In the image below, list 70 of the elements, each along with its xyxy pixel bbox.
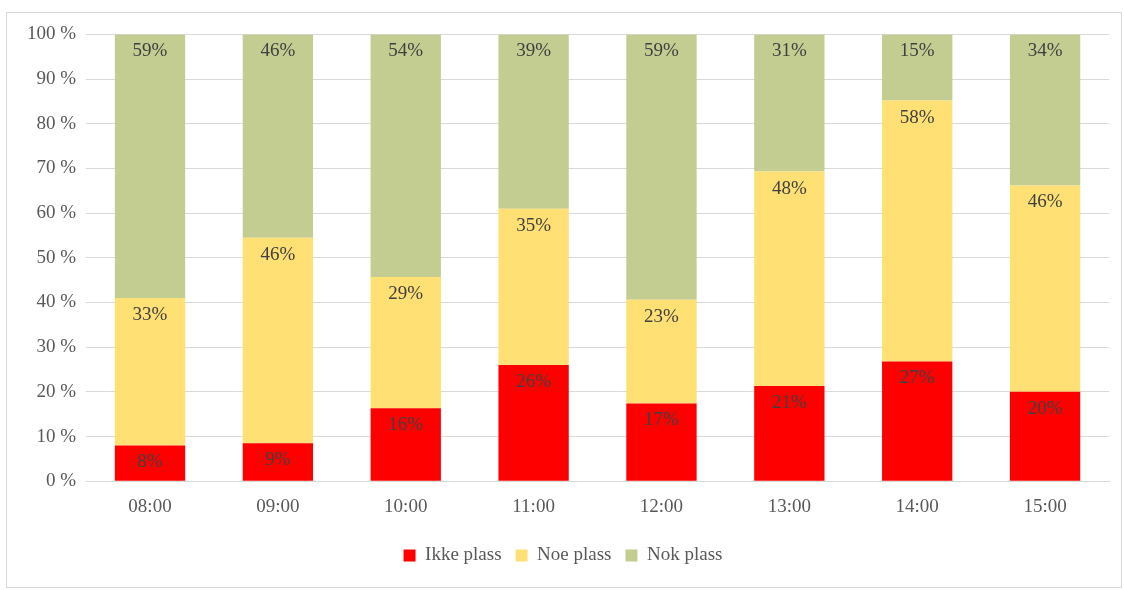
data-label: 23% <box>644 304 680 326</box>
bar <box>370 408 441 481</box>
y-tick-label: 100 % <box>27 22 77 44</box>
bar <box>370 277 441 409</box>
bar <box>754 386 825 481</box>
bar <box>498 365 569 481</box>
data-label: 15% <box>899 39 935 61</box>
bar <box>1009 391 1081 481</box>
x-tick-label: 10:00 <box>384 494 428 516</box>
x-tick-label: 15:00 <box>1023 494 1067 516</box>
data-label: 46% <box>260 39 296 61</box>
data-label: 59% <box>132 39 168 61</box>
bar <box>114 298 186 446</box>
bar <box>882 100 953 362</box>
y-tick-label: 10 % <box>36 424 77 446</box>
data-label: 29% <box>388 282 424 303</box>
data-label: 35% <box>516 213 552 235</box>
bar <box>498 34 569 209</box>
legend-label: Ikke plass <box>425 543 502 565</box>
x-tick-label: 12:00 <box>639 494 684 516</box>
data-label: 46% <box>1027 190 1063 212</box>
data-label: 17% <box>644 408 680 430</box>
bar <box>882 361 953 481</box>
data-label: 9% <box>265 448 291 470</box>
data-label: 59% <box>644 39 680 61</box>
y-tick-label: 50 % <box>36 245 77 267</box>
bar <box>370 34 441 278</box>
y-tick-label: 60 % <box>36 201 77 223</box>
data-label: 21% <box>771 391 807 413</box>
data-label: 26% <box>516 370 552 392</box>
data-label: 48% <box>771 176 807 198</box>
bar <box>498 208 569 366</box>
y-tick-label: 20 % <box>36 379 77 401</box>
data-label: 31% <box>771 39 807 61</box>
bar <box>754 34 825 172</box>
data-label: 34% <box>1027 39 1063 61</box>
data-label: 33% <box>132 303 168 324</box>
bar <box>114 445 186 481</box>
bar <box>626 299 697 404</box>
data-label: 58% <box>899 105 935 127</box>
legend-label: Noe plass <box>537 543 612 565</box>
data-label: 8% <box>137 450 163 472</box>
bar <box>626 403 697 481</box>
data-label: 27% <box>899 366 935 388</box>
data-label: 39% <box>516 39 552 61</box>
bar <box>626 34 697 300</box>
data-label: 16% <box>388 413 424 435</box>
x-tick-label: 14:00 <box>895 494 939 516</box>
x-tick-label: 08:00 <box>128 494 172 516</box>
y-tick-label: 70 % <box>36 156 77 178</box>
y-tick-label: 30 % <box>36 335 77 357</box>
bar <box>1009 185 1081 392</box>
data-label: 46% <box>260 242 296 264</box>
bar <box>1009 34 1081 186</box>
bar <box>882 34 953 101</box>
bar <box>242 237 314 444</box>
y-tick-label: 40 % <box>36 290 77 312</box>
bar <box>242 34 314 238</box>
bar <box>114 34 186 299</box>
y-tick-label: 0 % <box>46 469 77 491</box>
x-tick-label: 13:00 <box>767 494 811 516</box>
data-label: 54% <box>388 39 424 61</box>
data-label: 20% <box>1027 396 1063 418</box>
legend-label: Nok plass <box>646 543 723 565</box>
bar <box>242 443 314 481</box>
y-tick-label: 90 % <box>36 67 77 89</box>
bar <box>754 171 825 387</box>
x-tick-label: 09:00 <box>256 494 300 516</box>
y-tick-label: 80 % <box>36 111 77 133</box>
x-tick-label: 11:00 <box>512 494 555 516</box>
